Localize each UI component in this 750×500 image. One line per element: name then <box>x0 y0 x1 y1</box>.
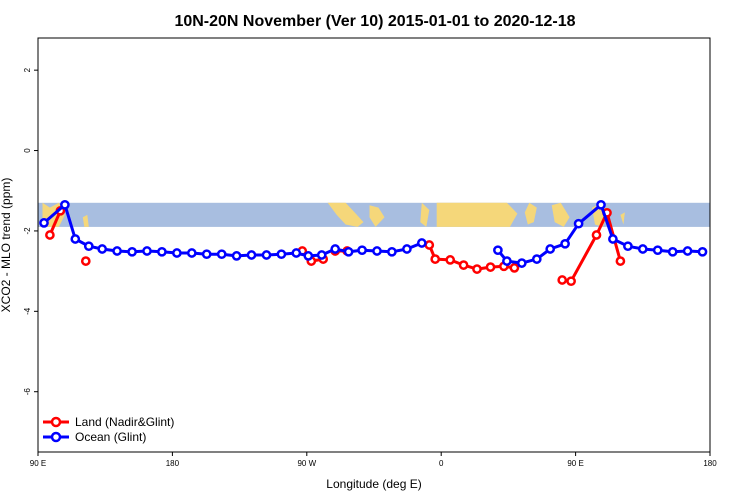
data-point <box>186 248 197 258</box>
data-point <box>303 251 314 261</box>
legend-label-ocean: Ocean (Glint) <box>75 430 146 444</box>
data-point <box>596 199 606 210</box>
data-point <box>261 250 272 260</box>
data-point <box>80 256 91 266</box>
data-point <box>97 244 108 254</box>
data-point <box>608 234 618 244</box>
data-point <box>697 246 708 257</box>
map-band-land <box>436 202 518 227</box>
data-point <box>343 246 354 257</box>
y-tick-label: -2 <box>23 227 32 235</box>
x-axis-title: Longitude (deg E) <box>326 477 421 491</box>
data-point <box>424 240 435 250</box>
data-point <box>402 244 412 254</box>
data-point <box>216 249 227 260</box>
series-ocean <box>39 199 708 268</box>
data-point <box>493 245 503 256</box>
map-band-land <box>82 214 89 227</box>
x-axis: 90 E 180 90 W 0 90 E 180 <box>30 452 717 468</box>
data-point <box>509 263 520 273</box>
series-layer <box>39 199 708 287</box>
data-point <box>485 262 496 272</box>
data-point <box>623 241 633 252</box>
data-point <box>615 256 626 266</box>
legend-item-land: Land (Nadir&Glint) <box>43 415 174 429</box>
data-point <box>387 246 397 257</box>
data-point <box>157 246 167 257</box>
data-point <box>430 254 441 264</box>
data-point <box>45 230 55 240</box>
data-point <box>531 254 542 264</box>
data-point <box>560 238 570 249</box>
data-point <box>472 264 482 274</box>
data-point <box>276 249 287 260</box>
plot-frame <box>37 37 711 453</box>
data-point <box>83 241 94 252</box>
x-tick-label: 0 <box>439 459 444 468</box>
map-band-land <box>369 205 385 227</box>
data-point <box>667 246 678 257</box>
y-tick-label: -4 <box>23 307 32 315</box>
data-point <box>502 256 512 266</box>
x-tick-label: 90 W <box>297 459 316 468</box>
data-point <box>112 246 122 256</box>
data-point <box>316 250 327 260</box>
data-point <box>566 276 576 287</box>
data-point <box>70 234 81 244</box>
data-point <box>127 246 137 257</box>
data-point <box>445 255 456 265</box>
legend: Land (Nadir&Glint) Ocean (Glint) <box>43 415 174 444</box>
data-point <box>39 218 49 228</box>
map-band-land <box>524 202 537 225</box>
legend-marker-ocean <box>50 431 62 443</box>
map-band-land <box>620 212 625 225</box>
map-band-land <box>551 202 570 227</box>
map-band-land <box>420 202 430 227</box>
data-point <box>291 248 302 258</box>
data-point <box>172 248 182 258</box>
data-point <box>231 251 242 261</box>
x-tick-label: 90 E <box>30 459 46 468</box>
data-point <box>557 275 568 285</box>
data-point <box>60 199 70 210</box>
data-point <box>201 249 212 260</box>
y-tick-label: 2 <box>23 67 32 72</box>
data-point <box>330 244 341 254</box>
data-point <box>682 246 693 256</box>
data-point <box>372 246 382 256</box>
data-point <box>591 230 602 240</box>
data-point <box>357 245 367 256</box>
y-axis: 2 0 -2 -4 -6 <box>23 67 38 395</box>
data-point <box>545 244 556 254</box>
legend-label-land: Land (Nadir&Glint) <box>75 415 174 429</box>
data-point <box>573 218 584 229</box>
data-point <box>516 258 527 268</box>
data-point <box>652 245 663 256</box>
data-point <box>142 246 152 256</box>
map-band-land <box>327 202 364 227</box>
legend-item-ocean: Ocean (Glint) <box>43 430 146 444</box>
data-point <box>416 238 427 248</box>
x-tick-label: 180 <box>166 459 180 468</box>
y-axis-title: XCO2 - MLO trend (ppm) <box>0 178 13 313</box>
x-tick-label: 90 E <box>567 459 583 468</box>
data-point <box>246 250 257 260</box>
y-tick-label: 0 <box>23 148 32 153</box>
chart-title: 10N-20N November (Ver 10) 2015-01-01 to … <box>174 13 575 30</box>
y-tick-label: -6 <box>23 388 32 396</box>
legend-marker-land <box>50 416 62 428</box>
x-tick-label: 180 <box>703 459 717 468</box>
data-point <box>458 260 469 270</box>
data-point <box>637 244 648 254</box>
